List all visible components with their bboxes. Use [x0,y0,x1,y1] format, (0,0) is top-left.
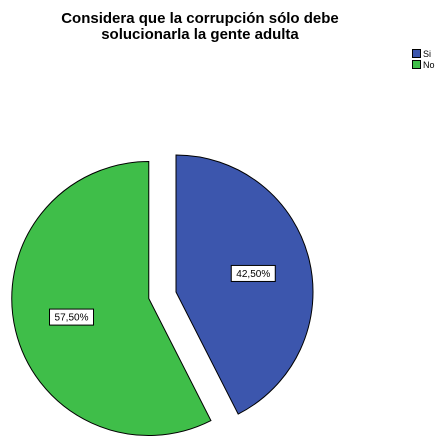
pie-slice-si [175,154,314,415]
chart-title: Considera que la corrupción sólo debe so… [0,11,400,43]
legend-item-no: No [412,59,435,70]
chart-title-line-1: Considera que la corrupción sólo debe [61,10,339,27]
legend-item-si: Si [412,48,435,59]
pie-slice-no [11,161,212,436]
legend-label-no: No [423,59,435,70]
pie-data-labels: 42,50% 57,50% [49,264,276,326]
data-label-box-si [230,264,276,282]
legend-swatch-si [412,49,421,58]
legend-label-si: Si [423,48,432,59]
data-label-si: 42,50% [236,269,270,280]
chart-legend: Si No [412,48,435,70]
data-label-no: 57,50% [55,313,89,324]
legend-swatch-no [412,60,421,69]
chart-title-line-2: solucionarla la gente adulta [101,26,299,43]
pie-slices [11,154,314,436]
data-label-box-no [49,308,95,326]
